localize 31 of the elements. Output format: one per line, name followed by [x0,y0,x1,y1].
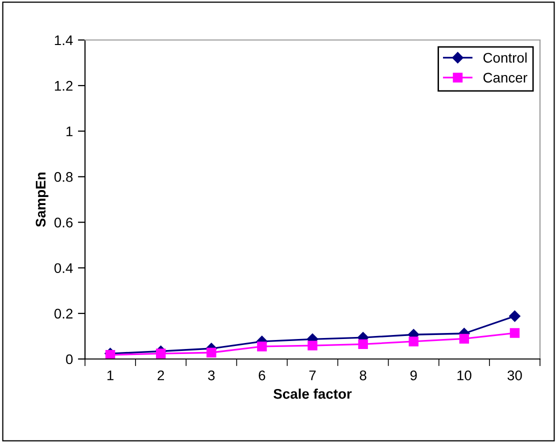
y-tick-label: 1.2 [54,80,72,91]
y-tick-label: 0.2 [54,308,72,319]
x-tick-label: 3 [208,370,215,380]
point [156,348,166,358]
x-tick-label: 30 [508,370,522,380]
point [408,336,418,346]
y-tick-label: 1.4 [54,35,73,46]
y-tick-label: 0.8 [54,172,73,182]
y-tick-label: 0.6 [54,218,73,228]
x-tick-label: 10 [458,370,472,380]
y-tick-label: 0.4 [54,263,73,274]
x-tick-label: 7 [309,370,316,380]
y-axis-title: SampEn [36,172,48,227]
legend-label: Cancer [483,72,528,83]
x-tick-label: 8 [360,370,366,380]
point [459,334,470,344]
point [206,348,216,358]
y-tick-label: 1 [66,126,73,136]
x-tick-label: 2 [158,370,164,380]
point [308,340,318,350]
x-tick-label: 9 [410,370,417,380]
x-axis-title: Scale factor [274,388,352,399]
y-tick-label: 0 [66,354,73,364]
point [105,350,116,359]
x-tick-label: 6 [258,370,266,380]
point [510,328,520,338]
point [509,310,520,322]
point [257,342,267,352]
point [358,339,368,350]
legend-label: Control [483,52,527,63]
x-tick-label: 1 [107,370,114,380]
